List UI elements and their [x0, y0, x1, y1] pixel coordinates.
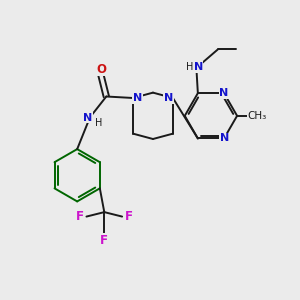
Text: N: N [194, 62, 203, 72]
Text: N: N [133, 93, 142, 103]
Text: N: N [83, 113, 92, 123]
Text: H: H [94, 118, 102, 128]
Text: F: F [76, 210, 84, 223]
Text: N: N [164, 93, 173, 103]
Text: CH₃: CH₃ [248, 111, 267, 121]
Text: O: O [96, 63, 106, 76]
Text: N: N [220, 134, 229, 143]
Text: F: F [125, 210, 133, 223]
Text: N: N [219, 88, 229, 98]
Text: H: H [186, 62, 194, 72]
Text: F: F [100, 234, 108, 247]
